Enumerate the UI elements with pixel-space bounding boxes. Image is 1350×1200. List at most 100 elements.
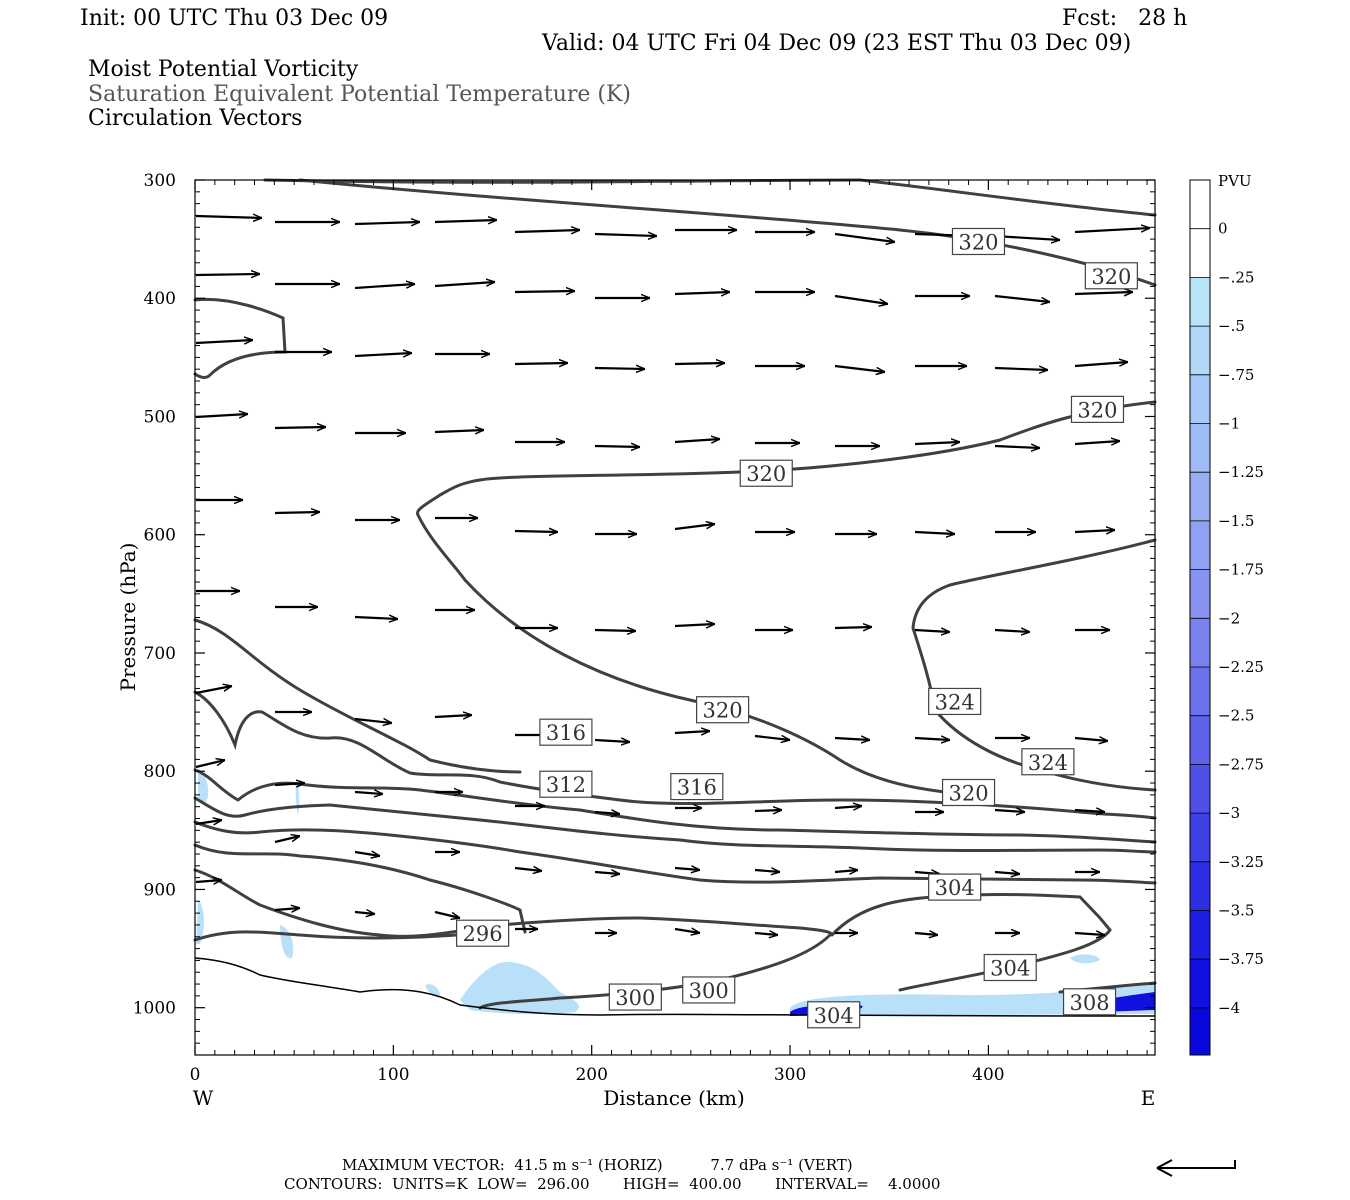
wind-vector xyxy=(834,232,895,242)
colorbar-segment xyxy=(1190,813,1210,862)
colorbar-level-label: −1 xyxy=(1218,415,1240,433)
contour-label-box xyxy=(928,687,982,716)
wind-vector xyxy=(354,617,398,619)
wind-vector xyxy=(1074,530,1115,532)
colorbar-level-label: −1.25 xyxy=(1218,463,1264,481)
wind-vector xyxy=(674,524,715,531)
wind-vector xyxy=(674,363,725,364)
colorbar-level-label: −.75 xyxy=(1218,366,1254,384)
y-tick-label: 1000 xyxy=(133,999,176,1019)
wind-vector xyxy=(354,719,392,723)
wind-vector xyxy=(354,792,383,794)
colorbar-level-label: −.5 xyxy=(1218,317,1245,335)
wind-vector xyxy=(514,230,580,232)
wind-vector xyxy=(914,738,950,740)
wind-vector xyxy=(274,783,305,785)
field-label-mpv: Moist Potential Vorticity xyxy=(88,57,359,82)
theta-es-contour xyxy=(193,618,522,774)
y-tick-label: 700 xyxy=(144,644,176,664)
colorbar-segment xyxy=(1190,764,1210,814)
wind-vector xyxy=(594,740,630,742)
theta-es-contour xyxy=(416,400,1157,794)
colorbar-level-label: −3.5 xyxy=(1218,902,1254,920)
contour-label-box xyxy=(456,919,510,947)
colorbar-level-label: 0 xyxy=(1218,220,1228,238)
contour-label-box xyxy=(928,873,982,901)
contour-label: 320 xyxy=(958,230,998,254)
colorbar-level-label: −1.75 xyxy=(1218,561,1264,579)
pv-colorbar: PVU 0 −.25 −.5 −.75 −1 −1.25 −1.5 −1.75 −2 −2.25 −2… xyxy=(1189,172,1264,1056)
wind-vector xyxy=(354,222,420,224)
colorbar-level-label: −2.75 xyxy=(1218,755,1264,773)
wind-vector xyxy=(834,627,872,628)
contour-label-box xyxy=(1084,262,1138,290)
wind-vector xyxy=(594,368,645,369)
contour-label: 296 xyxy=(463,922,503,946)
colorbar-segment xyxy=(1190,959,1210,1008)
wind-vector xyxy=(594,234,657,236)
wind-vector xyxy=(834,806,862,808)
wind-vector xyxy=(274,836,300,844)
wind-vector xyxy=(274,427,326,428)
contour-label-box xyxy=(807,1001,861,1029)
contour-label: 316 xyxy=(677,776,717,800)
field-label-vectors: Circulation Vectors xyxy=(88,106,303,131)
y-tick-label: 800 xyxy=(144,762,176,782)
wind-vector xyxy=(1074,933,1105,935)
contour-label: 320 xyxy=(1091,265,1131,289)
contour-label: 320 xyxy=(1077,398,1117,422)
colorbar-level-label: −3.75 xyxy=(1218,950,1264,968)
axis-ticks: 0 100 200 300 400 300 400 500 600 700 800 900 1000 xyxy=(133,171,1155,1085)
wind-vector xyxy=(994,872,1020,874)
contour-label: 320 xyxy=(949,782,989,806)
colorbar-segment xyxy=(1190,228,1210,278)
wind-vector xyxy=(994,234,1060,240)
y-tick-label: 300 xyxy=(144,171,176,191)
colorbar-segment xyxy=(1190,423,1210,473)
wind-vector xyxy=(994,368,1048,370)
colorbar-segment xyxy=(1190,667,1210,716)
wind-vector xyxy=(195,274,260,275)
colorbar-segment xyxy=(1190,277,1210,327)
wind-vector xyxy=(994,294,1050,302)
contour-label: 324 xyxy=(1028,751,1068,775)
x-tick-label: 300 xyxy=(774,1065,806,1085)
theta-es-contour xyxy=(858,178,1157,217)
wind-vector xyxy=(1074,292,1133,294)
contour-label-box xyxy=(1021,748,1075,776)
colorbar-frame xyxy=(1189,179,1211,1056)
colorbar-level-label: −.25 xyxy=(1218,268,1254,286)
contour-label-box xyxy=(682,976,736,1004)
colorbar-level-label: −2.5 xyxy=(1218,707,1254,725)
wind-vector xyxy=(195,340,253,343)
x-tick-label: 100 xyxy=(377,1065,409,1085)
y-tick-label: 400 xyxy=(144,289,176,309)
negative-pv-region xyxy=(280,925,294,959)
plot-frame xyxy=(194,179,1156,1056)
contour-label: 304 xyxy=(814,1004,854,1028)
negative-pv-region xyxy=(196,900,204,944)
theta-es-contour xyxy=(193,843,527,934)
wind-vector xyxy=(674,439,720,442)
x-tick-label: 0 xyxy=(190,1065,201,1085)
contour-label-box xyxy=(608,983,662,1011)
init-time: Init: 00 UTC Thu 03 Dec 09 xyxy=(80,6,389,31)
wind-vector xyxy=(834,738,870,740)
valid-time: Valid: 04 UTC Fri 04 Dec 09 (23 EST Thu … xyxy=(542,31,1132,56)
contour-label: 300 xyxy=(689,979,729,1003)
wind-vector xyxy=(1074,228,1150,234)
wind-vector xyxy=(354,284,415,290)
wind-vector xyxy=(1074,441,1120,444)
y-tick-label: 500 xyxy=(144,407,176,427)
negative-pv-region xyxy=(1070,954,1100,964)
colorbar-segment xyxy=(1190,715,1210,765)
colorbar-segment xyxy=(1190,374,1210,424)
y-tick-label: 900 xyxy=(144,880,176,900)
colorbar-segment xyxy=(1190,1007,1210,1055)
wind-vector xyxy=(834,870,858,872)
wind-vector xyxy=(834,364,885,372)
colorbar-level-label: −3.25 xyxy=(1218,853,1264,871)
contour-info-note: CONTOURS: UNITS=K LOW= 296.00 HIGH= 400.… xyxy=(284,1175,941,1193)
wind-vector xyxy=(514,531,558,532)
colorbar-level-label: −2 xyxy=(1218,609,1240,627)
